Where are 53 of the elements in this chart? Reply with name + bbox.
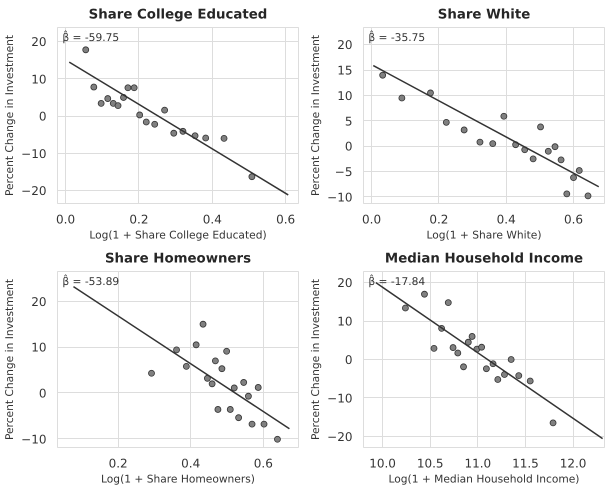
x-axis-title: Log(1 + Share Homeowners) (101, 472, 255, 486)
x-tick-label: 0.6 (564, 212, 584, 226)
x-tick-label: 0.0 (362, 212, 382, 226)
y-tick-label: 10 (31, 72, 47, 86)
x-tick-label: 0.2 (129, 212, 148, 226)
x-tick-label: 11.5 (512, 456, 539, 470)
annotation: β̂ = -59.75 (62, 30, 120, 44)
chart-title: Share White (438, 8, 530, 22)
y-tick-label: 10 (337, 314, 353, 329)
y-tick-label: −10 (327, 391, 353, 406)
x-axis-title: Log(1 + Share College Educated) (89, 228, 267, 242)
chart-title: Share Homeowners (104, 252, 252, 266)
y-axis-title: Percent Change in Investment (3, 34, 16, 196)
y-tick-label: 0 (38, 386, 47, 400)
x-tick-label: 10.5 (416, 456, 444, 470)
y-tick-label: 10 (337, 88, 353, 103)
y-tick-label: 5 (344, 114, 353, 128)
x-tick-label: 0.6 (276, 212, 296, 226)
y-axis-title: Percent Change in Investment (309, 278, 322, 440)
chart-title: Share College Educated (88, 8, 268, 22)
x-tick-label: 0.2 (108, 456, 128, 470)
x-tick-label: 0.4 (181, 456, 200, 470)
x-tick-label: 0.6 (254, 456, 273, 470)
x-axis-title: Log(1 + Median Household Income) (388, 472, 580, 486)
y-axis-title: Percent Change in Investment (309, 34, 322, 196)
x-tick-label: 10.0 (369, 456, 396, 470)
x-tick-label: 0.2 (429, 212, 448, 226)
x-tick-label: 0.0 (56, 212, 76, 226)
y-tick-label: 0 (344, 353, 353, 367)
y-tick-label: −10 (327, 190, 353, 204)
y-tick-label: 10 (31, 340, 47, 355)
x-tick-label: 0.4 (202, 212, 222, 226)
x-tick-label: 0.4 (496, 212, 516, 226)
y-tick-label: −20 (21, 184, 47, 198)
y-tick-label: −5 (334, 165, 353, 180)
annotation: β̂ = -53.89 (62, 274, 120, 288)
y-tick-label: 20 (31, 294, 47, 309)
x-axis-title: Log(1 + Share White) (426, 228, 542, 242)
y-tick-label: 0 (38, 110, 47, 124)
annotation: β̂ = -35.75 (368, 30, 426, 44)
y-tick-label: 0 (344, 140, 353, 154)
y-tick-label: 15 (337, 64, 353, 78)
y-tick-label: −20 (327, 430, 353, 444)
y-axis-title: Percent Change in Investment (3, 278, 16, 440)
y-tick-label: 20 (337, 276, 353, 290)
y-tick-label: 20 (31, 35, 47, 50)
y-tick-label: −10 (21, 432, 47, 446)
y-tick-label: 20 (337, 38, 353, 52)
x-tick-label: 11.0 (464, 456, 492, 470)
x-tick-label: 12.0 (560, 456, 586, 470)
chart-title: Median Household Income (384, 252, 584, 266)
annotation: β̂ = -17.84 (368, 274, 426, 288)
y-tick-label: −10 (21, 146, 47, 161)
